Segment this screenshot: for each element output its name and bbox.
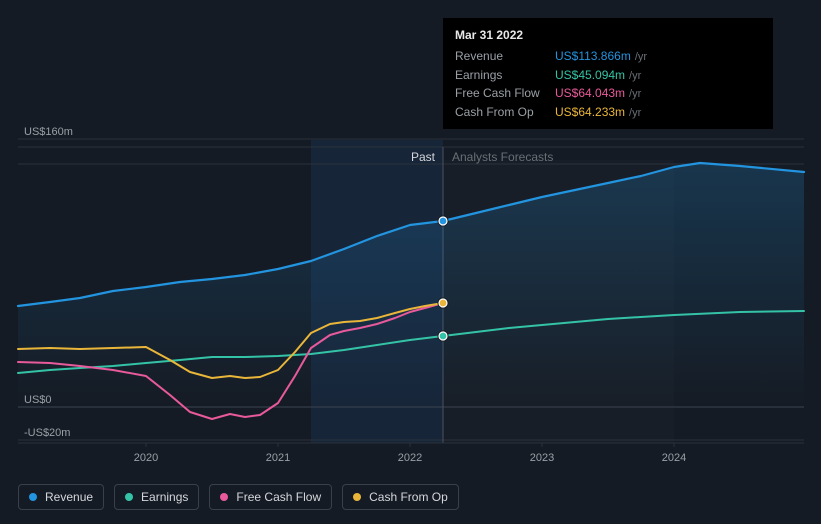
legend-label: Cash From Op (369, 490, 448, 504)
tooltip-unit: /yr (635, 49, 647, 66)
legend-item-fcf[interactable]: Free Cash Flow (209, 484, 332, 510)
legend-dot-icon (220, 493, 228, 501)
tooltip-row: RevenueUS$113.866m/yr (455, 47, 761, 66)
chart-tooltip: Mar 31 2022 RevenueUS$113.866m/yrEarning… (443, 18, 773, 129)
legend-dot-icon (353, 493, 361, 501)
legend-label: Earnings (141, 490, 188, 504)
tooltip-value: US$113.866m (555, 47, 631, 65)
chart-legend: Revenue Earnings Free Cash Flow Cash From O… (18, 484, 459, 510)
section-label-past: Past (411, 150, 435, 164)
tooltip-label: Cash From Op (455, 103, 555, 121)
svg-text:2021: 2021 (266, 452, 290, 464)
tooltip-value: US$64.233m (555, 103, 625, 121)
tooltip-row: Cash From OpUS$64.233m/yr (455, 103, 761, 122)
tooltip-label: Revenue (455, 47, 555, 65)
svg-text:2023: 2023 (530, 452, 554, 464)
tooltip-label: Free Cash Flow (455, 84, 555, 102)
financials-chart: US$160mUS$0-US$20m20202021202220232024 P… (0, 0, 821, 524)
legend-item-earnings[interactable]: Earnings (114, 484, 199, 510)
svg-text:2020: 2020 (134, 452, 158, 464)
svg-text:US$160m: US$160m (24, 126, 73, 138)
section-label-forecast: Analysts Forecasts (452, 150, 553, 164)
tooltip-row: Free Cash FlowUS$64.043m/yr (455, 84, 761, 103)
legend-label: Free Cash Flow (236, 490, 321, 504)
svg-text:2022: 2022 (398, 452, 422, 464)
svg-text:-US$20m: -US$20m (24, 427, 70, 439)
tooltip-unit: /yr (629, 105, 641, 122)
svg-text:2024: 2024 (662, 452, 686, 464)
legend-dot-icon (125, 493, 133, 501)
tooltip-unit: /yr (629, 68, 641, 85)
legend-label: Revenue (45, 490, 93, 504)
tooltip-unit: /yr (629, 86, 641, 103)
legend-item-revenue[interactable]: Revenue (18, 484, 104, 510)
legend-item-cfo[interactable]: Cash From Op (342, 484, 459, 510)
tooltip-value: US$45.094m (555, 66, 625, 84)
tooltip-label: Earnings (455, 66, 555, 84)
tooltip-date: Mar 31 2022 (455, 26, 761, 44)
tooltip-value: US$64.043m (555, 84, 625, 102)
tooltip-row: EarningsUS$45.094m/yr (455, 66, 761, 85)
legend-dot-icon (29, 493, 37, 501)
